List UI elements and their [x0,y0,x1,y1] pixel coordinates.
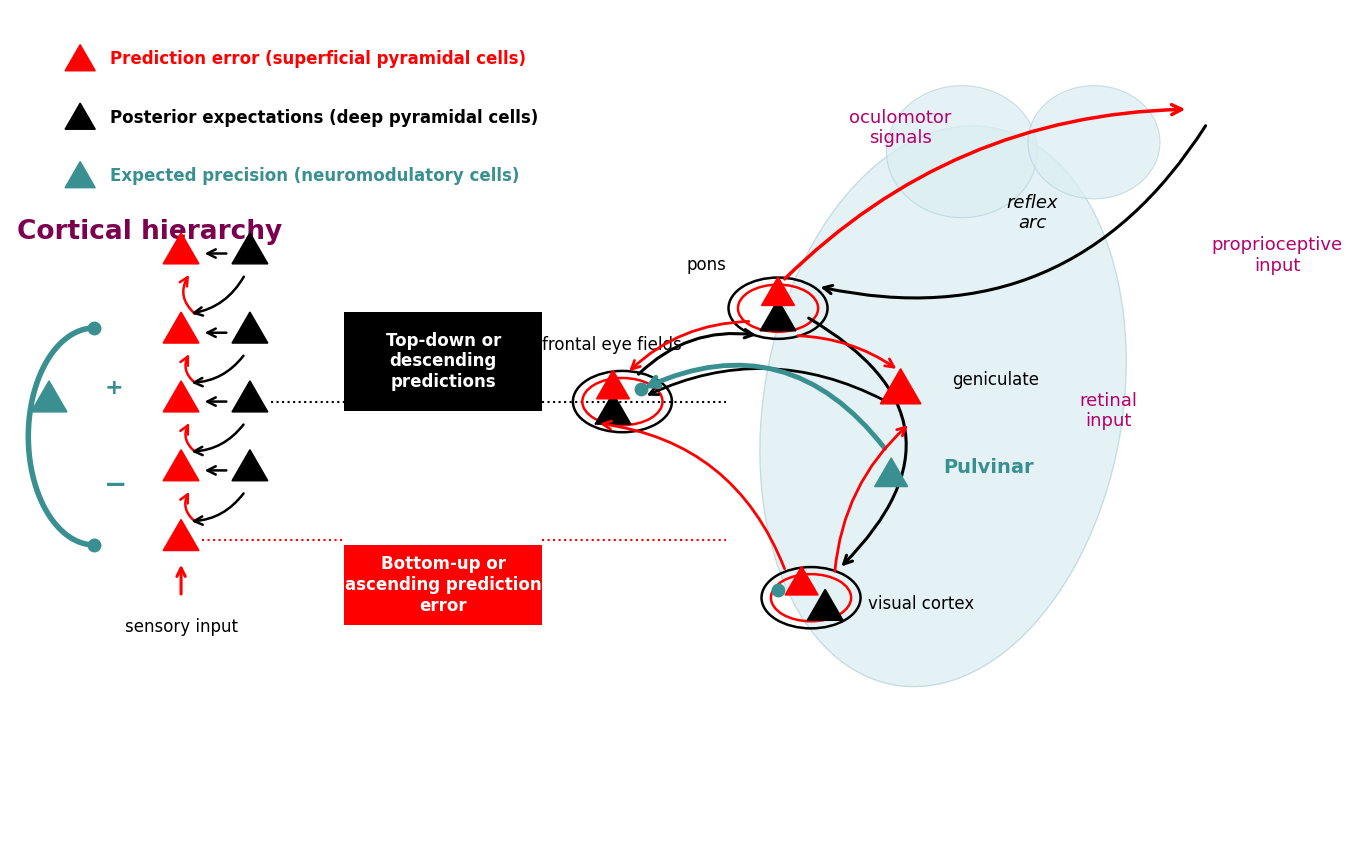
Text: geniculate: geniculate [952,371,1039,389]
Polygon shape [232,380,267,412]
Text: sensory input: sensory input [124,617,238,635]
Polygon shape [163,312,199,343]
Text: Posterior expectations (deep pyramidal cells): Posterior expectations (deep pyramidal c… [111,109,539,127]
Text: proprioceptive
input: proprioceptive input [1212,236,1343,274]
Polygon shape [65,162,96,188]
Text: frontal eye fields: frontal eye fields [542,336,682,354]
Text: Prediction error (superficial pyramidal cells): Prediction error (superficial pyramidal … [111,50,527,68]
Polygon shape [31,380,68,412]
Text: pons: pons [686,256,725,274]
Text: oculomotor
signals: oculomotor signals [850,109,952,147]
Polygon shape [761,300,796,331]
Polygon shape [594,393,631,424]
Text: Top-down or
descending
predictions: Top-down or descending predictions [385,332,501,392]
Text: Pulvinar: Pulvinar [943,458,1034,477]
Polygon shape [232,312,267,343]
Polygon shape [785,566,819,595]
Text: +: + [104,378,123,398]
FancyBboxPatch shape [345,312,542,411]
Polygon shape [597,370,630,398]
Polygon shape [881,369,921,404]
Polygon shape [232,450,267,481]
Ellipse shape [1028,86,1161,199]
Polygon shape [163,233,199,264]
Text: retinal
input: retinal input [1079,392,1138,430]
Text: Expected precision (neuromodulatory cells): Expected precision (neuromodulatory cell… [111,168,520,186]
Ellipse shape [759,126,1127,687]
Polygon shape [163,380,199,412]
Polygon shape [163,520,199,551]
Text: Cortical hierarchy: Cortical hierarchy [18,219,282,245]
Polygon shape [65,103,96,129]
Polygon shape [65,44,96,71]
Ellipse shape [886,86,1038,218]
FancyBboxPatch shape [345,545,542,625]
Polygon shape [808,589,843,621]
Text: −: − [104,471,127,499]
Polygon shape [762,277,794,305]
Polygon shape [874,458,908,486]
Text: visual cortex: visual cortex [867,595,974,613]
Text: Bottom-up or
ascending prediction
error: Bottom-up or ascending prediction error [345,555,542,615]
Text: reflex
arc: reflex arc [1006,193,1058,233]
Polygon shape [232,233,267,264]
Polygon shape [163,450,199,481]
